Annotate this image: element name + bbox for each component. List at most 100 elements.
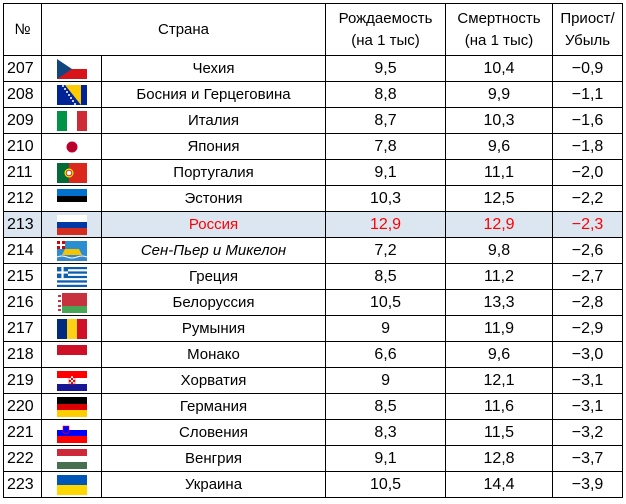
monaco-flag-icon	[56, 344, 87, 365]
czech-flag-icon	[56, 58, 87, 79]
birth-rate-cell: 9	[325, 367, 447, 394]
death-rate-cell: 10,4	[445, 55, 554, 82]
growth-cell: −1,6	[552, 107, 624, 134]
country-name: Украина	[100, 471, 327, 498]
table-row: 211 Португалия 9,1 11,1 −2,0	[3, 159, 624, 186]
growth-cell: −3,2	[552, 419, 624, 446]
header-num: №	[3, 3, 42, 56]
rank-cell: 210	[3, 133, 42, 160]
flag-cell	[41, 185, 102, 212]
rank-cell: 215	[3, 263, 42, 290]
table-row: 220 Германия 8,5 11,6 −3,1	[3, 393, 624, 420]
birth-rate-cell: 9,1	[325, 159, 447, 186]
death-rate-cell: 9,8	[445, 237, 554, 264]
country-name: Чехия	[100, 55, 327, 82]
rank-cell: 218	[3, 341, 42, 368]
rank-cell: 208	[3, 81, 42, 108]
country-name: Румыния	[100, 315, 327, 342]
flag-cell	[41, 263, 102, 290]
growth-cell: −2,7	[552, 263, 624, 290]
table-row: 213 Россия 12,9 12,9 −2,3	[3, 211, 624, 238]
birth-rate-cell: 10,5	[325, 289, 447, 316]
table-row: 207 Чехия 9,5 10,4 −0,9	[3, 55, 624, 82]
rank-cell: 209	[3, 107, 42, 134]
rank-cell: 217	[3, 315, 42, 342]
rank-cell: 220	[3, 393, 42, 420]
country-name: Белоруссия	[100, 289, 327, 316]
table-row: 218 Монако 6,6 9,6 −3,0	[3, 341, 624, 368]
rank-cell: 214	[3, 237, 42, 264]
flag-cell	[41, 341, 102, 368]
death-rate-cell: 9,6	[445, 341, 554, 368]
birth-rate-cell: 8,8	[325, 81, 447, 108]
table-row: 215 Греция 8,5 11,2 −2,7	[3, 263, 624, 290]
death-rate-cell: 11,2	[445, 263, 554, 290]
birth-rate-cell: 8,5	[325, 393, 447, 420]
header-row: № Страна Рождаемость (на 1 тыс) Смертност…	[3, 3, 624, 56]
flag-cell	[41, 81, 102, 108]
death-rate-cell: 14,4	[445, 471, 554, 498]
death-rate-cell: 12,1	[445, 367, 554, 394]
slovenia-flag-icon	[56, 422, 87, 443]
russia-flag-icon	[56, 214, 87, 235]
table-row: 208 Босния и Герцеговина 8,8 9,9 −1,1	[3, 81, 624, 108]
death-rate-cell: 9,9	[445, 81, 554, 108]
rank-cell: 207	[3, 55, 42, 82]
italy-flag-icon	[56, 110, 87, 131]
birth-rate-cell: 6,6	[325, 341, 447, 368]
table-row: 221 Словения 8,3 11,5 −3,2	[3, 419, 624, 446]
birth-rate-cell: 12,9	[325, 211, 447, 238]
death-rate-cell: 9,6	[445, 133, 554, 160]
rank-cell: 211	[3, 159, 42, 186]
flag-cell	[41, 419, 102, 446]
country-name: Германия	[100, 393, 327, 420]
death-rate-cell: 11,9	[445, 315, 554, 342]
country-name: Венгрия	[100, 445, 327, 472]
death-rate-cell: 11,6	[445, 393, 554, 420]
country-name: Италия	[100, 107, 327, 134]
flag-cell	[41, 367, 102, 394]
germany-flag-icon	[56, 396, 87, 417]
birth-rate-cell: 9	[325, 315, 447, 342]
table-row: 217 Румыния 9 11,9 −2,9	[3, 315, 624, 342]
growth-cell: −2,8	[552, 289, 624, 316]
growth-cell: −2,2	[552, 185, 624, 212]
belarus-flag-icon	[56, 292, 87, 313]
rank-cell: 219	[3, 367, 42, 394]
country-name: Япония	[100, 133, 327, 160]
death-rate-cell: 11,5	[445, 419, 554, 446]
birth-rate-cell: 7,2	[325, 237, 447, 264]
death-rate-cell: 12,9	[445, 211, 554, 238]
birth-rate-cell: 9,5	[325, 55, 447, 82]
growth-cell: −0,9	[552, 55, 624, 82]
birth-rate-cell: 10,5	[325, 471, 447, 498]
growth-cell: −2,6	[552, 237, 624, 264]
country-name: Хорватия	[100, 367, 327, 394]
country-name: Словения	[100, 419, 327, 446]
rank-cell: 223	[3, 471, 42, 498]
birth-rate-cell: 7,8	[325, 133, 447, 160]
country-name: Монако	[100, 341, 327, 368]
rank-cell: 221	[3, 419, 42, 446]
country-name: Эстония	[100, 185, 327, 212]
country-name: Сен-Пьер и Микелон	[100, 237, 327, 264]
header-country: Страна	[40, 3, 327, 56]
flag-cell	[41, 471, 102, 498]
header-growth: Приост/Убыль	[552, 3, 624, 56]
table-row: 212 Эстония 10,3 12,5 −2,2	[3, 185, 624, 212]
saint-pierre-flag-icon	[56, 240, 87, 261]
flag-cell	[41, 159, 102, 186]
death-rate-cell: 12,8	[445, 445, 554, 472]
growth-cell: −2,9	[552, 315, 624, 342]
flag-cell	[41, 133, 102, 160]
portugal-flag-icon	[56, 162, 87, 183]
romania-flag-icon	[56, 318, 87, 339]
country-name: Босния и Герцеговина	[100, 81, 327, 108]
birth-rate-cell: 10,3	[325, 185, 447, 212]
rank-cell: 216	[3, 289, 42, 316]
growth-cell: −3,1	[552, 367, 624, 394]
ukraine-flag-icon	[56, 474, 87, 495]
birth-rate-cell: 9,1	[325, 445, 447, 472]
header-death-rate: Смертность (на 1 тыс)	[445, 3, 554, 56]
growth-cell: −3,9	[552, 471, 624, 498]
